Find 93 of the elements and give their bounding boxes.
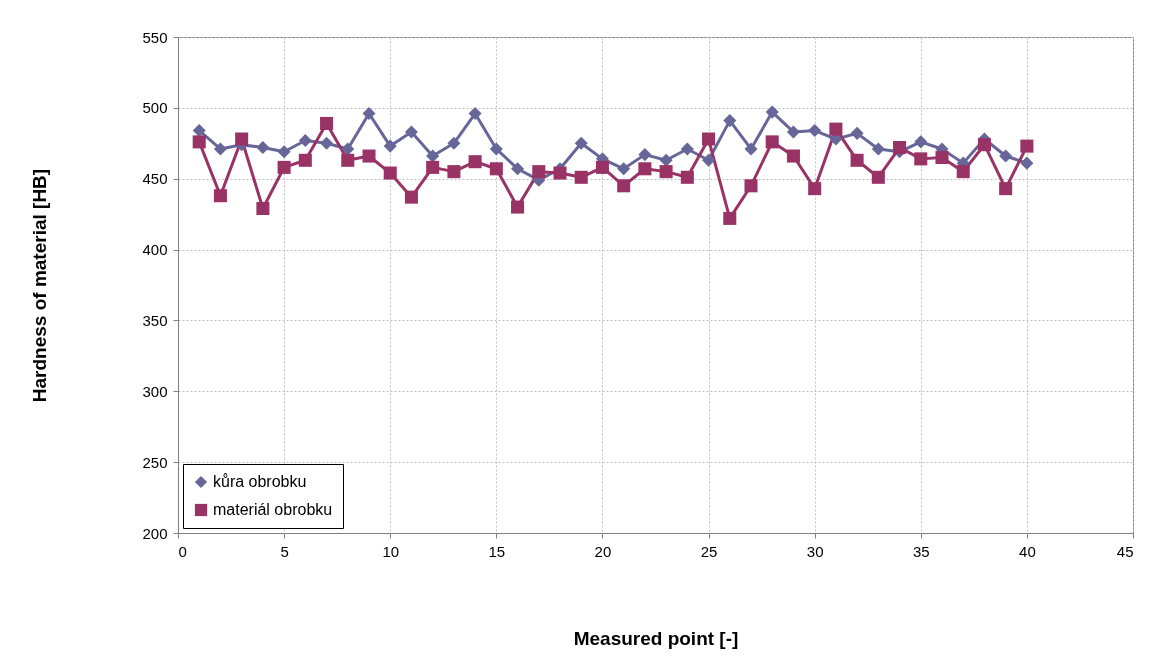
point	[638, 148, 652, 162]
x-tick-label: 25	[700, 542, 718, 560]
point	[256, 141, 270, 155]
point	[914, 135, 928, 149]
point	[192, 135, 206, 149]
y-tick-label: 250	[142, 453, 168, 471]
point	[999, 182, 1013, 196]
point	[298, 153, 312, 167]
point	[765, 105, 779, 119]
y-tick-label: 350	[142, 311, 168, 329]
point	[786, 149, 800, 163]
point	[702, 153, 716, 167]
legend-label: kůra obrobku	[213, 473, 307, 490]
point	[723, 114, 737, 128]
legend-label: materiál obrobku	[213, 501, 333, 518]
point	[532, 165, 546, 179]
point	[723, 211, 737, 225]
point	[871, 170, 885, 184]
point	[468, 155, 482, 169]
y-tick-label: 550	[142, 28, 168, 46]
point	[999, 149, 1013, 163]
point	[850, 153, 864, 167]
point	[341, 153, 355, 167]
point	[426, 160, 440, 174]
point	[617, 162, 631, 176]
x-tick-label: 10	[382, 542, 400, 560]
point	[850, 126, 864, 140]
x-tick-label: 45	[1116, 542, 1134, 560]
x-tick-label: 20	[594, 542, 612, 560]
point	[1020, 139, 1034, 153]
point	[808, 182, 822, 196]
point	[977, 138, 991, 152]
point	[298, 133, 312, 147]
point	[786, 125, 800, 139]
point	[956, 165, 970, 179]
point	[235, 132, 249, 146]
x-tick-label: 5	[280, 542, 289, 560]
point	[213, 142, 227, 156]
point	[638, 162, 652, 176]
point	[341, 142, 355, 156]
point	[320, 116, 334, 130]
point	[617, 179, 631, 193]
point	[659, 165, 673, 179]
point	[829, 122, 843, 136]
point	[489, 142, 503, 156]
x-tick-label: 15	[488, 542, 506, 560]
point	[383, 139, 397, 153]
point	[680, 142, 694, 156]
x-tick-label: 30	[806, 542, 824, 560]
point	[426, 149, 440, 163]
point	[320, 136, 334, 150]
y-axis-title: Hardness of material [HB]	[29, 168, 51, 403]
point	[574, 170, 588, 184]
point	[871, 142, 885, 156]
point	[744, 142, 758, 156]
point	[914, 152, 928, 166]
y-tick-label: 400	[142, 241, 168, 259]
point	[362, 149, 376, 163]
point	[702, 132, 716, 146]
point	[383, 166, 397, 180]
y-tick-label: 300	[142, 382, 168, 400]
x-tick-label: 0	[178, 542, 187, 560]
point	[404, 190, 418, 204]
y-tick-label: 500	[142, 99, 168, 117]
point	[404, 125, 418, 139]
point	[659, 153, 673, 167]
y-tick-label: 450	[142, 170, 168, 188]
point	[489, 162, 503, 176]
point	[680, 170, 694, 184]
point	[511, 162, 525, 176]
point	[192, 124, 206, 138]
point	[468, 107, 482, 121]
point	[553, 166, 567, 180]
x-tick-label: 35	[912, 542, 930, 560]
x-tick-label: 40	[1019, 542, 1036, 560]
y-tick-label: 200	[142, 524, 168, 542]
point	[277, 160, 291, 174]
x-axis-title: Measured point [-]	[573, 627, 739, 649]
point	[893, 141, 907, 155]
point	[447, 136, 461, 150]
point	[765, 135, 779, 149]
point	[808, 124, 822, 138]
point	[595, 160, 609, 174]
point	[256, 201, 270, 215]
point	[1020, 156, 1034, 170]
point	[213, 189, 227, 203]
point	[744, 179, 758, 193]
point	[447, 165, 461, 179]
point	[277, 145, 291, 159]
point	[574, 136, 588, 150]
point	[511, 200, 525, 214]
point	[935, 150, 949, 164]
point	[362, 107, 376, 121]
